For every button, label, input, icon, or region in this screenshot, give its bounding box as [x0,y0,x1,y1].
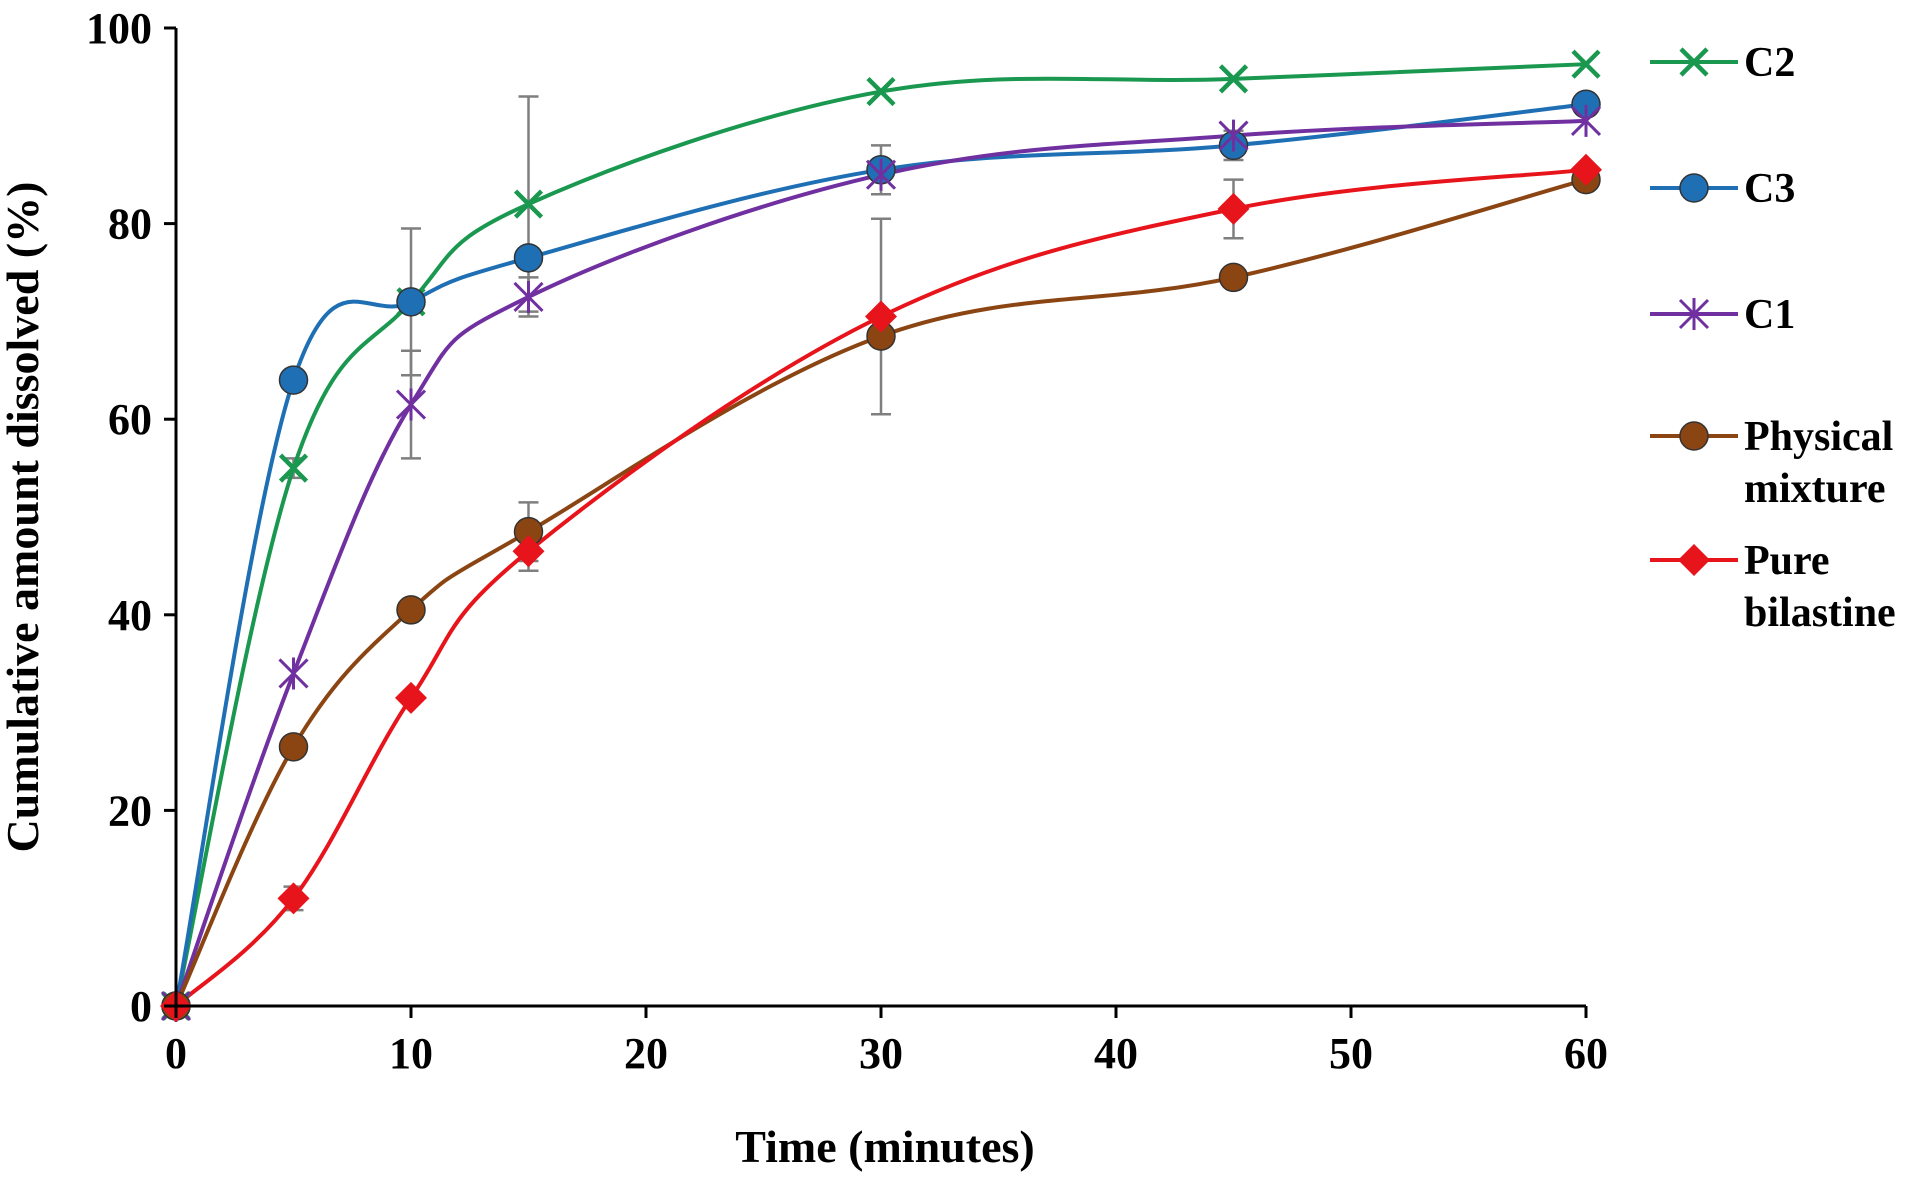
series-markers [160,49,1602,1022]
y-tick-label: 0 [130,982,152,1031]
legend-label: Pure [1744,538,1830,584]
data-point [277,882,310,915]
x-tick-label: 10 [389,1029,433,1078]
data-point [866,76,896,107]
data-point [513,243,544,273]
x-tick-label: 20 [624,1029,668,1078]
data-point [865,158,897,191]
data-point [513,189,544,219]
x-tick-label: 60 [1564,1029,1608,1078]
y-tick-label: 40 [108,591,152,640]
data-point [396,287,426,317]
data-point [1570,153,1602,186]
data-point [1217,192,1250,225]
data-point [278,732,309,762]
data-point [1570,104,1602,137]
data-point [278,453,309,483]
legend-marker [1678,544,1710,576]
data-point [396,595,426,625]
x-tick-label: 40 [1094,1029,1138,1078]
ticks: 0 10 20 30 40 50 60 0 20 40 60 80 100 [86,4,1608,1078]
legend-entry: C1 [1650,292,1795,338]
legend-marker [1679,421,1709,451]
data-point [1218,64,1249,94]
legend-entry: C3 [1650,166,1795,212]
series-line-0 [174,62,1587,1007]
data-point [513,280,544,313]
legend-marker [1679,47,1709,77]
y-tick-label: 20 [108,786,152,835]
y-tick-label: 80 [108,200,152,249]
legend-label: mixture [1744,466,1886,512]
legend-label: C3 [1744,166,1795,212]
legend-entry: C2 [1650,40,1795,86]
x-axis-title: Time (minutes) [735,1121,1034,1172]
legend-marker [1678,298,1710,330]
y-tick-label: 60 [108,395,152,444]
legend: C2 C3 C1 Physical mixture Pure bilastine [1650,40,1896,636]
legend-label: C1 [1744,292,1795,338]
series-lines [174,62,1587,1008]
data-point [278,657,309,690]
data-point [278,365,309,395]
series-line-4 [174,167,1587,1008]
x-tick-label: 50 [1329,1029,1373,1078]
data-point [1571,49,1601,79]
legend-label: C2 [1744,40,1795,86]
error-bars [283,95,1244,912]
legend-entry: Pure bilastine [1650,538,1896,636]
x-tick-label: 0 [165,1029,187,1078]
legend-label: Physical [1744,414,1893,460]
legend-marker [1679,173,1709,203]
x-tick-label: 30 [859,1029,903,1078]
legend-entry: Physical mixture [1650,414,1893,512]
data-point [395,681,427,714]
data-point [1218,262,1249,293]
data-point [395,388,427,421]
y-tick-label: 100 [86,4,152,53]
data-point [512,535,545,568]
y-axis-title: Cumulative amount dissolved (%) [0,182,48,853]
legend-label: bilastine [1744,590,1896,636]
data-point [865,300,897,333]
data-point [1218,119,1249,152]
